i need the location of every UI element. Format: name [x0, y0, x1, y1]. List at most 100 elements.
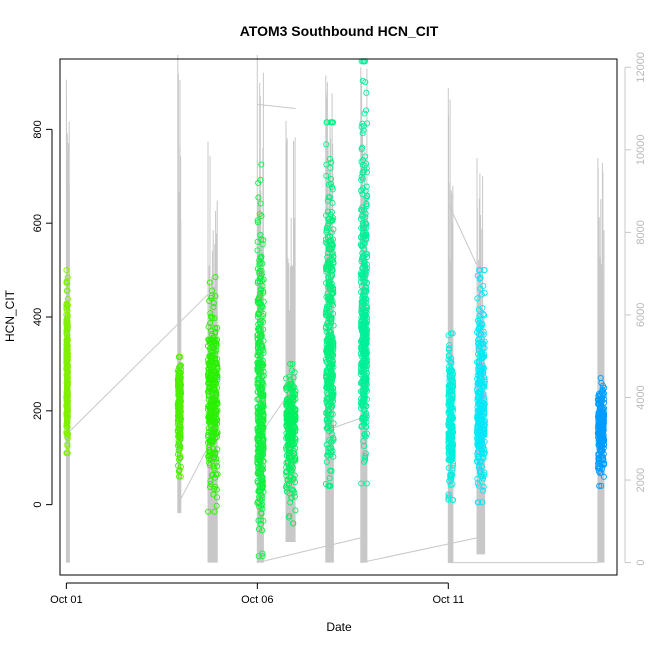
data-point [448, 446, 455, 453]
x-axis-label: Date [326, 620, 352, 634]
data-point [481, 417, 488, 424]
data-point [360, 415, 367, 422]
data-point [286, 490, 293, 497]
data-point [257, 432, 264, 439]
data-point [358, 324, 365, 331]
data-point [594, 460, 602, 467]
data-point [63, 267, 70, 274]
data-point [256, 211, 263, 218]
data-point [283, 452, 290, 459]
data-point [256, 361, 263, 368]
data-point [257, 410, 264, 417]
data-point [361, 320, 369, 328]
data-point [325, 220, 332, 228]
data-point [474, 372, 481, 379]
data-point [289, 386, 297, 393]
data-point [478, 352, 485, 359]
data-point [596, 482, 603, 489]
data-point [64, 441, 71, 448]
data-point [478, 291, 485, 298]
data-point [358, 176, 365, 183]
data-point [475, 344, 482, 351]
data-point [361, 379, 368, 386]
data-point [291, 369, 298, 376]
data-point [259, 477, 266, 484]
data-point [210, 303, 217, 311]
data-point [363, 287, 370, 294]
data-point [206, 279, 213, 286]
data-point [359, 204, 366, 211]
data-point [205, 323, 212, 330]
data-point [292, 391, 299, 398]
data-point [327, 355, 334, 362]
data-point [358, 146, 365, 153]
data-point [481, 384, 488, 391]
data-point [205, 411, 212, 418]
data-point [257, 516, 264, 524]
data-point [206, 483, 214, 490]
data-point [290, 520, 297, 527]
data-point [364, 120, 371, 127]
data-point [254, 326, 262, 333]
data-point [479, 368, 486, 375]
data-point [207, 320, 214, 327]
data-point [596, 421, 603, 428]
data-point [213, 389, 220, 396]
data-point [176, 376, 183, 383]
data-point [328, 184, 335, 191]
line-burst [597, 158, 605, 563]
data-point [358, 480, 365, 487]
data-point [292, 457, 299, 464]
data-point [214, 471, 221, 478]
data-point [446, 353, 453, 360]
data-point [362, 284, 369, 291]
data-point [257, 200, 264, 207]
point-layer [63, 58, 608, 560]
data-point [283, 459, 290, 466]
data-point [476, 426, 483, 433]
data-point [358, 274, 365, 281]
y-tick-label: 800 [32, 120, 44, 138]
data-point [597, 395, 604, 402]
data-point [255, 517, 262, 524]
data-point [205, 337, 212, 344]
data-point [362, 415, 369, 422]
data-point [323, 389, 330, 396]
data-point [362, 354, 369, 361]
data-point [323, 458, 330, 465]
data-point [283, 411, 290, 418]
data-point [480, 311, 487, 318]
data-point [176, 402, 183, 409]
data-point [328, 424, 335, 431]
data-point [64, 303, 71, 310]
y-tick-label: 600 [32, 214, 44, 232]
data-point [254, 332, 261, 339]
data-point [324, 424, 331, 431]
data-point [596, 424, 603, 431]
data-point [446, 478, 453, 485]
data-point [599, 447, 606, 454]
data-point [177, 363, 184, 371]
data-point [329, 119, 337, 126]
data-point [474, 499, 481, 506]
data-point [207, 310, 214, 317]
data-point [207, 480, 214, 487]
data-point [362, 271, 369, 278]
data-point [595, 409, 602, 416]
data-point [326, 315, 333, 322]
data-point [363, 203, 370, 210]
data-point [63, 371, 70, 378]
data-point [359, 298, 366, 305]
data-point [205, 387, 213, 394]
data-point [209, 437, 216, 444]
data-point [363, 304, 370, 311]
data-point [359, 169, 366, 176]
data-point [330, 420, 337, 427]
data-point [205, 360, 212, 367]
data-point [330, 339, 337, 346]
data-point [598, 379, 605, 386]
data-point [446, 369, 453, 376]
data-point [447, 482, 454, 489]
data-point [64, 311, 71, 319]
